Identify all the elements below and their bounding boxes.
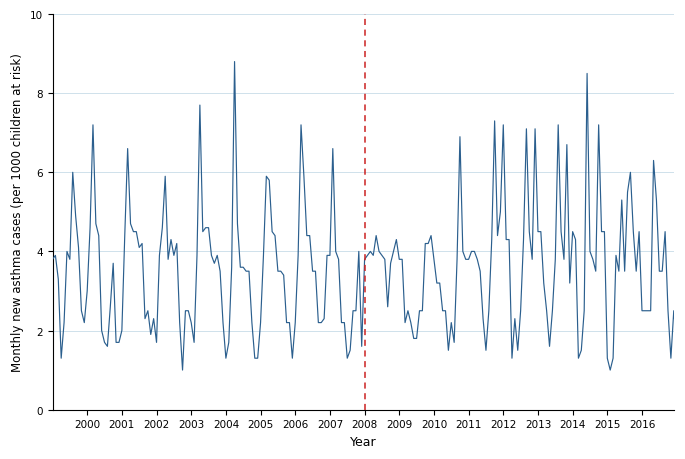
- X-axis label: Year: Year: [350, 435, 377, 448]
- Y-axis label: Monthly new asthma cases (per 1000 children at risk): Monthly new asthma cases (per 1000 child…: [11, 53, 24, 371]
